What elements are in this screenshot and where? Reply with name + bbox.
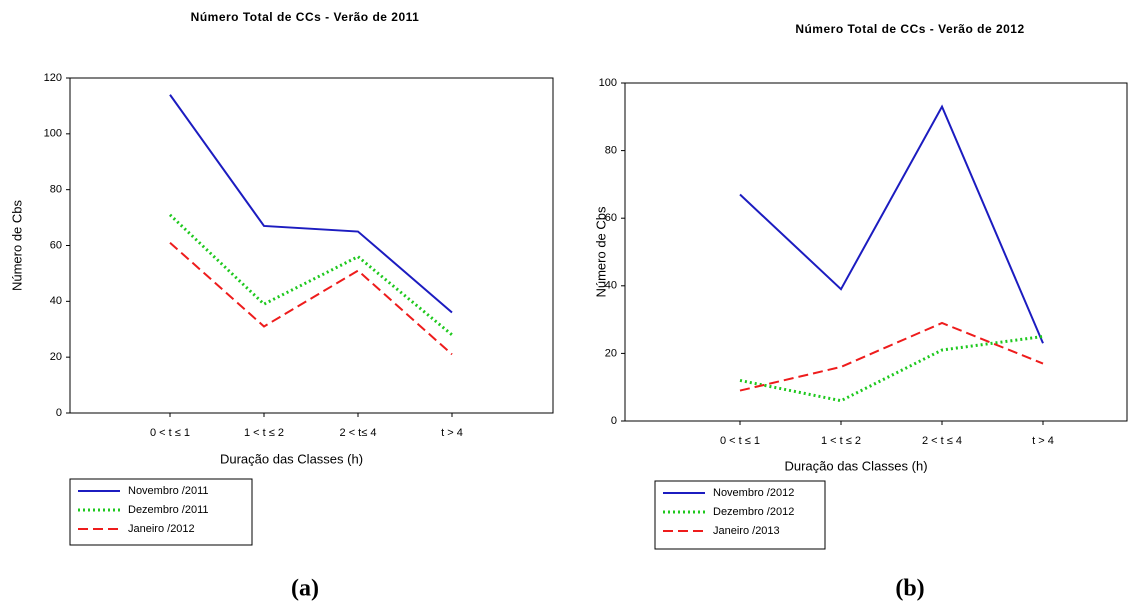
chart-title: Número Total de CCs - Verão de 2011 — [191, 10, 420, 24]
x-axis-label: Duração das Classes (h) — [784, 458, 927, 473]
y-tick-label: 80 — [605, 145, 617, 157]
x-tick-label: t > 4 — [441, 427, 463, 439]
y-tick-label: 0 — [56, 407, 62, 419]
legend-label: Janeiro /2012 — [128, 523, 195, 535]
panel-label: (b) — [895, 576, 924, 602]
chart-title: Número Total de CCs - Verão de 2012 — [795, 22, 1024, 36]
legend-label: Janeiro /2013 — [713, 525, 780, 537]
legend-label: Novembro /2011 — [128, 485, 209, 497]
y-tick-label: 60 — [605, 212, 617, 224]
series-line — [169, 241, 453, 356]
series-line — [168, 213, 453, 336]
x-tick-label: 1 < t ≤ 2 — [244, 427, 284, 439]
y-tick-label: 120 — [44, 72, 62, 84]
x-tick-label: 2 < t≤ 4 — [340, 427, 377, 439]
series-line — [739, 321, 1044, 392]
x-tick-label: 2 < t ≤ 4 — [922, 435, 962, 447]
series-line — [739, 335, 1044, 403]
y-tick-label: 20 — [50, 351, 62, 363]
x-tick-label: t > 4 — [1032, 435, 1054, 447]
x-tick-label: 0 < t ≤ 1 — [150, 427, 190, 439]
series-line — [169, 94, 453, 314]
y-tick-label: 40 — [50, 295, 62, 307]
plot-frame — [624, 82, 1128, 422]
y-tick-label: 60 — [50, 239, 62, 251]
legend-label: Novembro /2012 — [713, 487, 794, 499]
y-tick-label: 100 — [44, 128, 62, 140]
y-tick-label: 40 — [605, 280, 617, 292]
legend-label: Dezembro /2012 — [713, 506, 794, 518]
y-axis-label: Número de Cbs — [593, 206, 608, 298]
x-tick-label: 1 < t ≤ 2 — [821, 435, 861, 447]
x-axis-label: Duração das Classes (h) — [220, 451, 363, 466]
panel-label: (a) — [291, 576, 319, 602]
series-line — [739, 104, 1044, 344]
y-tick-label: 80 — [50, 184, 62, 196]
y-axis-label: Número de Cbs — [9, 199, 24, 291]
y-tick-label: 0 — [611, 415, 617, 427]
legend-label: Dezembro /2011 — [128, 504, 209, 516]
y-tick-label: 20 — [605, 347, 617, 359]
plot-frame — [69, 77, 554, 414]
y-tick-label: 100 — [599, 77, 617, 89]
x-tick-label: 0 < t ≤ 1 — [720, 435, 760, 447]
